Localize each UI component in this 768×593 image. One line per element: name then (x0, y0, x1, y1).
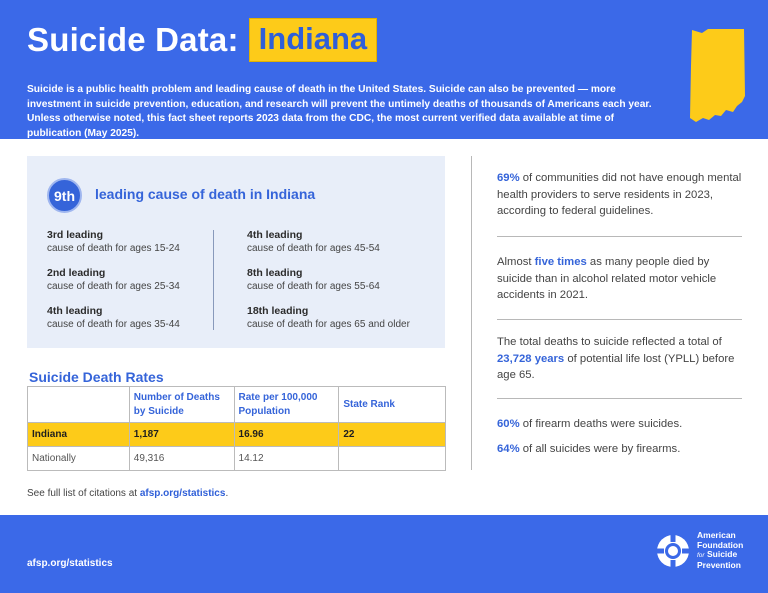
logo-line: American (697, 530, 736, 540)
lead-rank: 4th leading (247, 229, 303, 241)
table-header-cell: Rate per 100,000 Population (233, 386, 340, 423)
lead-rank: 18th leading (247, 305, 309, 317)
stat-five-times: Almost five times as many people died by… (497, 254, 747, 304)
table-cell: Indiana (27, 422, 130, 447)
logo-line: Prevention (697, 559, 741, 570)
stat-text: as many people died by suicide than in a… (497, 256, 717, 301)
stat-text: The total deaths to suicide reflected a … (497, 336, 722, 348)
stat-text: of potential life lost (YPLL) before age… (497, 352, 735, 382)
column-divider (213, 230, 214, 330)
citation-link[interactable]: afsp.org/statistics (139, 488, 226, 499)
logo-line: for Suicide (697, 549, 743, 561)
header-banner: Suicide Data: Indiana Suicide is a publi… (0, 0, 768, 139)
logo-line-word: Suicide (706, 549, 738, 559)
table-header-row: Number of Deaths by Suicide Rate per 100… (27, 386, 446, 423)
table-header-cell (27, 386, 130, 423)
table-row: Indiana 1,187 16.96 22 (27, 422, 446, 447)
lead-rank: 3rd leading (47, 229, 104, 241)
lifebuoy-icon (656, 533, 690, 568)
stat-text: Almost (497, 256, 535, 268)
vertical-divider (471, 156, 472, 470)
leading-right-column: 4th leading cause of death for ages 45-5… (247, 228, 437, 342)
table-cell: 1,187 (128, 422, 235, 447)
table-header-cell: State Rank (338, 386, 446, 423)
stat-text: of all suicides were by firearms. (519, 443, 681, 455)
citation-prefix: See full list of citations at (27, 488, 138, 499)
table-cell: 22 (338, 422, 446, 447)
lead-item: 3rd leading cause of death for ages 15-2… (47, 228, 237, 266)
title-state: Indiana (248, 18, 378, 62)
lead-item: 2nd leading cause of death for ages 25-3… (47, 266, 237, 304)
rank-label: leading cause of death in Indiana (95, 186, 316, 202)
leading-left-column: 3rd leading cause of death for ages 15-2… (47, 228, 237, 342)
lead-desc: cause of death for ages 25-34 (47, 281, 180, 292)
footer-banner: afsp.org/statistics American Foundation … (0, 515, 768, 593)
page-title: Suicide Data: Indiana (27, 18, 378, 62)
table-cell: Nationally (27, 446, 130, 471)
table-cell (338, 446, 446, 471)
stat-highlight: 69% (497, 172, 520, 184)
table-header-cell: Number of Deaths by Suicide (128, 386, 235, 423)
lead-desc: cause of death for ages 15-24 (47, 243, 180, 254)
table-cell: 49,316 (128, 446, 235, 471)
stat-highlight: five times (534, 256, 587, 268)
lead-desc: cause of death for ages 35-44 (47, 319, 180, 330)
lead-item: 4th leading cause of death for ages 45-5… (247, 228, 437, 266)
stat-highlight: 60% (497, 418, 520, 430)
table-row: Nationally 49,316 14.12 (27, 446, 446, 471)
lead-item: 18th leading cause of death for ages 65 … (247, 304, 437, 342)
rank-badge: 9th (47, 178, 82, 213)
rates-table: Number of Deaths by Suicide Rate per 100… (27, 386, 446, 471)
citation-suffix: . (225, 488, 229, 499)
stat-highlight: 64% (497, 443, 520, 455)
footer-link[interactable]: afsp.org/statistics (27, 558, 113, 569)
stat-divider (497, 236, 742, 237)
rates-title: Suicide Death Rates (29, 369, 164, 385)
table-cell: 16.96 (233, 422, 340, 447)
stat-firearm-suicides: 64% of all suicides were by firearms. (497, 441, 747, 458)
afsp-logo: American Foundation for Suicide Preventi… (655, 530, 744, 570)
citation-note: See full list of citations at afsp.org/s… (27, 488, 228, 499)
logo-line: Foundation (697, 539, 744, 550)
lead-desc: cause of death for ages 45-54 (247, 243, 380, 254)
lead-rank: 2nd leading (47, 267, 106, 279)
stat-ypll: The total deaths to suicide reflected a … (497, 334, 747, 384)
lead-rank: 8th leading (247, 267, 303, 279)
lead-desc: cause of death for ages 65 and older (247, 319, 410, 330)
table-cell: 14.12 (233, 446, 340, 471)
stat-providers: 69% of communities did not have enough m… (497, 170, 747, 220)
lead-item: 8th leading cause of death for ages 55-6… (247, 266, 437, 304)
logo-text: American Foundation for Suicide Preventi… (697, 530, 744, 570)
stat-firearm-deaths: 60% of firearm deaths were suicides. (497, 416, 747, 433)
lead-desc: cause of death for ages 55-64 (247, 281, 380, 292)
lead-item: 4th leading cause of death for ages 35-4… (47, 304, 237, 342)
stat-text: of communities did not have enough menta… (497, 172, 742, 217)
stat-text: of firearm deaths were suicides. (519, 418, 683, 430)
leading-cause-panel: 9th leading cause of death in Indiana 3r… (27, 156, 445, 348)
title-text: Suicide Data: (27, 21, 239, 58)
stat-highlight: 23,728 years (497, 352, 565, 365)
logo-line-small: for (697, 552, 705, 559)
intro-paragraph: Suicide is a public health problem and l… (27, 84, 652, 139)
stat-divider (497, 319, 742, 320)
lead-rank: 4th leading (47, 305, 103, 317)
indiana-map-icon (690, 29, 745, 122)
stat-divider (497, 398, 742, 399)
